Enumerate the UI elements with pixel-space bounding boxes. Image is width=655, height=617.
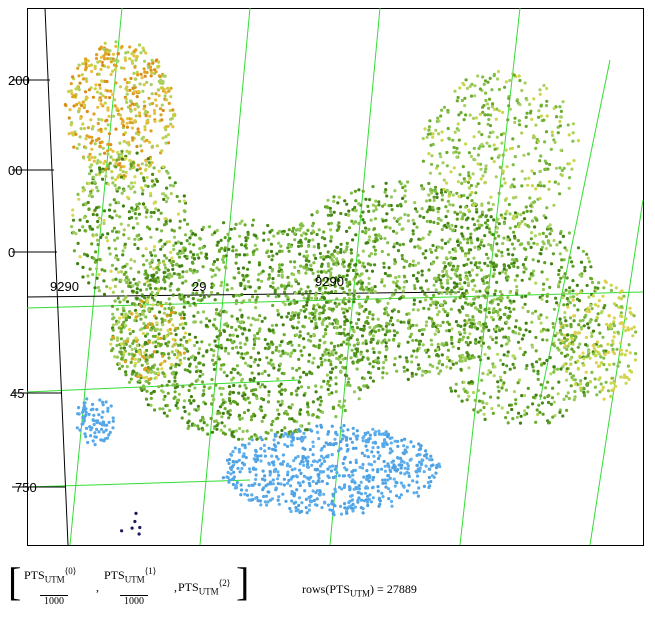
axis-label: 200 [8,73,30,88]
frac1: PTSUTM⟨1⟩ [104,566,156,584]
col: ⟨1⟩ [144,566,157,576]
var: PTS [178,580,199,594]
frac0: PTSUTM⟨0⟩ [24,566,76,584]
axes [12,7,461,546]
sub: UTM [198,586,219,597]
bracket: ] [236,559,250,604]
sub: UTM [350,588,371,599]
col: ⟨0⟩ [64,566,77,576]
grid-lines [26,7,644,546]
col: ⟨2⟩ [218,578,231,588]
col2: PTSUTM⟨2⟩ [178,578,230,596]
sep: , [174,580,177,594]
axis-label: 00 [8,163,22,178]
var: PTS [24,568,45,582]
axis-label: 9290 [315,274,344,289]
value: 27889 [386,582,417,596]
divisor: 1000 [120,595,148,607]
var: PTS [104,568,125,582]
eq: = [377,582,384,596]
bracket: [ [8,559,22,604]
divisor: 1000 [40,595,68,607]
sub: UTM [124,574,145,585]
var: PTS [329,582,351,596]
axis-label: 9290 [50,279,79,294]
axis-label: 45 [10,386,24,401]
fn: rows [302,582,326,596]
point-cloud [63,40,638,536]
axis-label: 0 [8,245,15,260]
sep: , [96,580,99,594]
axis-label: 29 [192,279,206,294]
sub: UTM [44,574,65,585]
rows-result: rows(PTSUTM) = 27889 [302,582,417,599]
axis-label: 750 [15,480,37,495]
